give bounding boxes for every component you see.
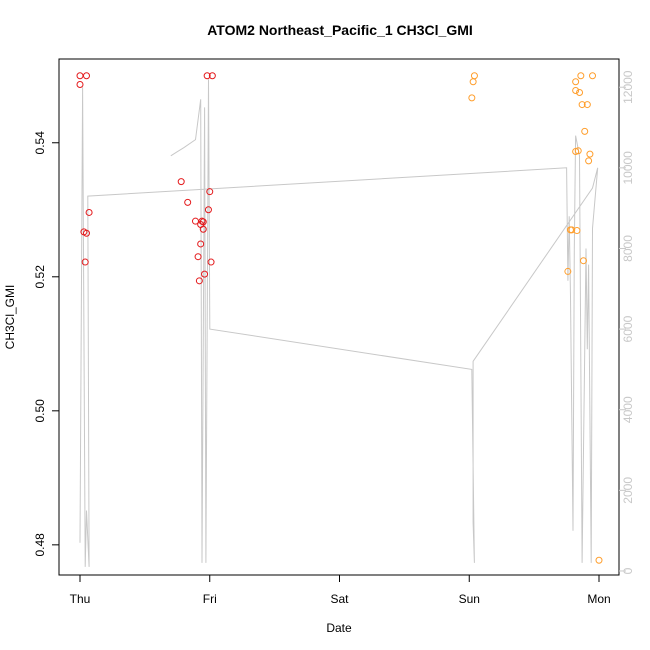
x-tick-label: Mon [587, 592, 610, 606]
data-point [208, 72, 216, 80]
data-point [199, 225, 207, 233]
data-point [572, 147, 580, 155]
data-point [572, 86, 580, 94]
y-tick-label: 0.48 [33, 533, 47, 557]
data-point [585, 157, 593, 165]
data-point [82, 72, 90, 80]
right-tick-label: 10000 [621, 151, 635, 185]
data-points-group [76, 72, 603, 564]
data-point [82, 229, 90, 237]
y-tick-label: 0.50 [33, 399, 47, 423]
y-tick-label: 0.52 [33, 265, 47, 289]
data-point [564, 267, 572, 275]
right-tick-label: 8000 [621, 235, 635, 262]
y-axis-label: CH3Cl_GMI [3, 285, 17, 350]
data-point [184, 198, 192, 206]
data-point [589, 72, 597, 80]
data-point [583, 101, 591, 109]
data-point [579, 257, 587, 265]
data-point [201, 270, 209, 278]
right-tick-label: 6000 [621, 315, 635, 342]
data-point [470, 72, 478, 80]
x-axis-label: Date [326, 621, 352, 635]
data-point [573, 227, 581, 235]
right-tick-label: 2000 [621, 477, 635, 504]
y-tick-label: 0.54 [33, 131, 47, 155]
data-point [572, 78, 580, 86]
data-point [578, 101, 586, 109]
data-point [203, 72, 211, 80]
data-point [468, 94, 476, 102]
data-point [81, 258, 89, 266]
right-axis-ticks: 0 2000 4000 6000 8000 10000 12000 [619, 70, 635, 574]
data-point [586, 150, 594, 158]
data-point [197, 240, 205, 248]
data-point [195, 277, 203, 285]
plot-area-frame [58, 58, 620, 576]
x-tick-label: Fri [203, 592, 217, 606]
data-point [76, 72, 84, 80]
altitude-line-group [79, 79, 599, 567]
data-point [206, 188, 214, 196]
data-point [199, 218, 207, 226]
x-tick-label: Thu [70, 592, 91, 606]
data-point [568, 226, 576, 234]
data-point [581, 127, 589, 135]
data-point [76, 80, 84, 88]
data-point [85, 208, 93, 216]
data-point [469, 78, 477, 86]
right-tick-label: 12000 [621, 70, 635, 104]
right-tick-label: 4000 [621, 396, 635, 423]
data-point [194, 253, 202, 261]
x-tick-label: Sun [459, 592, 480, 606]
data-point [576, 89, 584, 97]
data-point [177, 178, 185, 186]
x-tick-label: Sat [330, 592, 349, 606]
right-tick-label: 0 [621, 567, 635, 574]
data-point [207, 258, 215, 266]
data-point [204, 206, 212, 214]
altitude-line [79, 79, 599, 567]
data-point [595, 556, 603, 564]
chart-title: ATOM2 Northeast_Pacific_1 CH3Cl_GMI [207, 22, 473, 38]
x-axis-ticks: Thu Fri Sat Sun Mon [70, 574, 611, 606]
data-point [577, 72, 585, 80]
y-axis-ticks: 0.48 0.50 0.52 0.54 [33, 131, 59, 557]
